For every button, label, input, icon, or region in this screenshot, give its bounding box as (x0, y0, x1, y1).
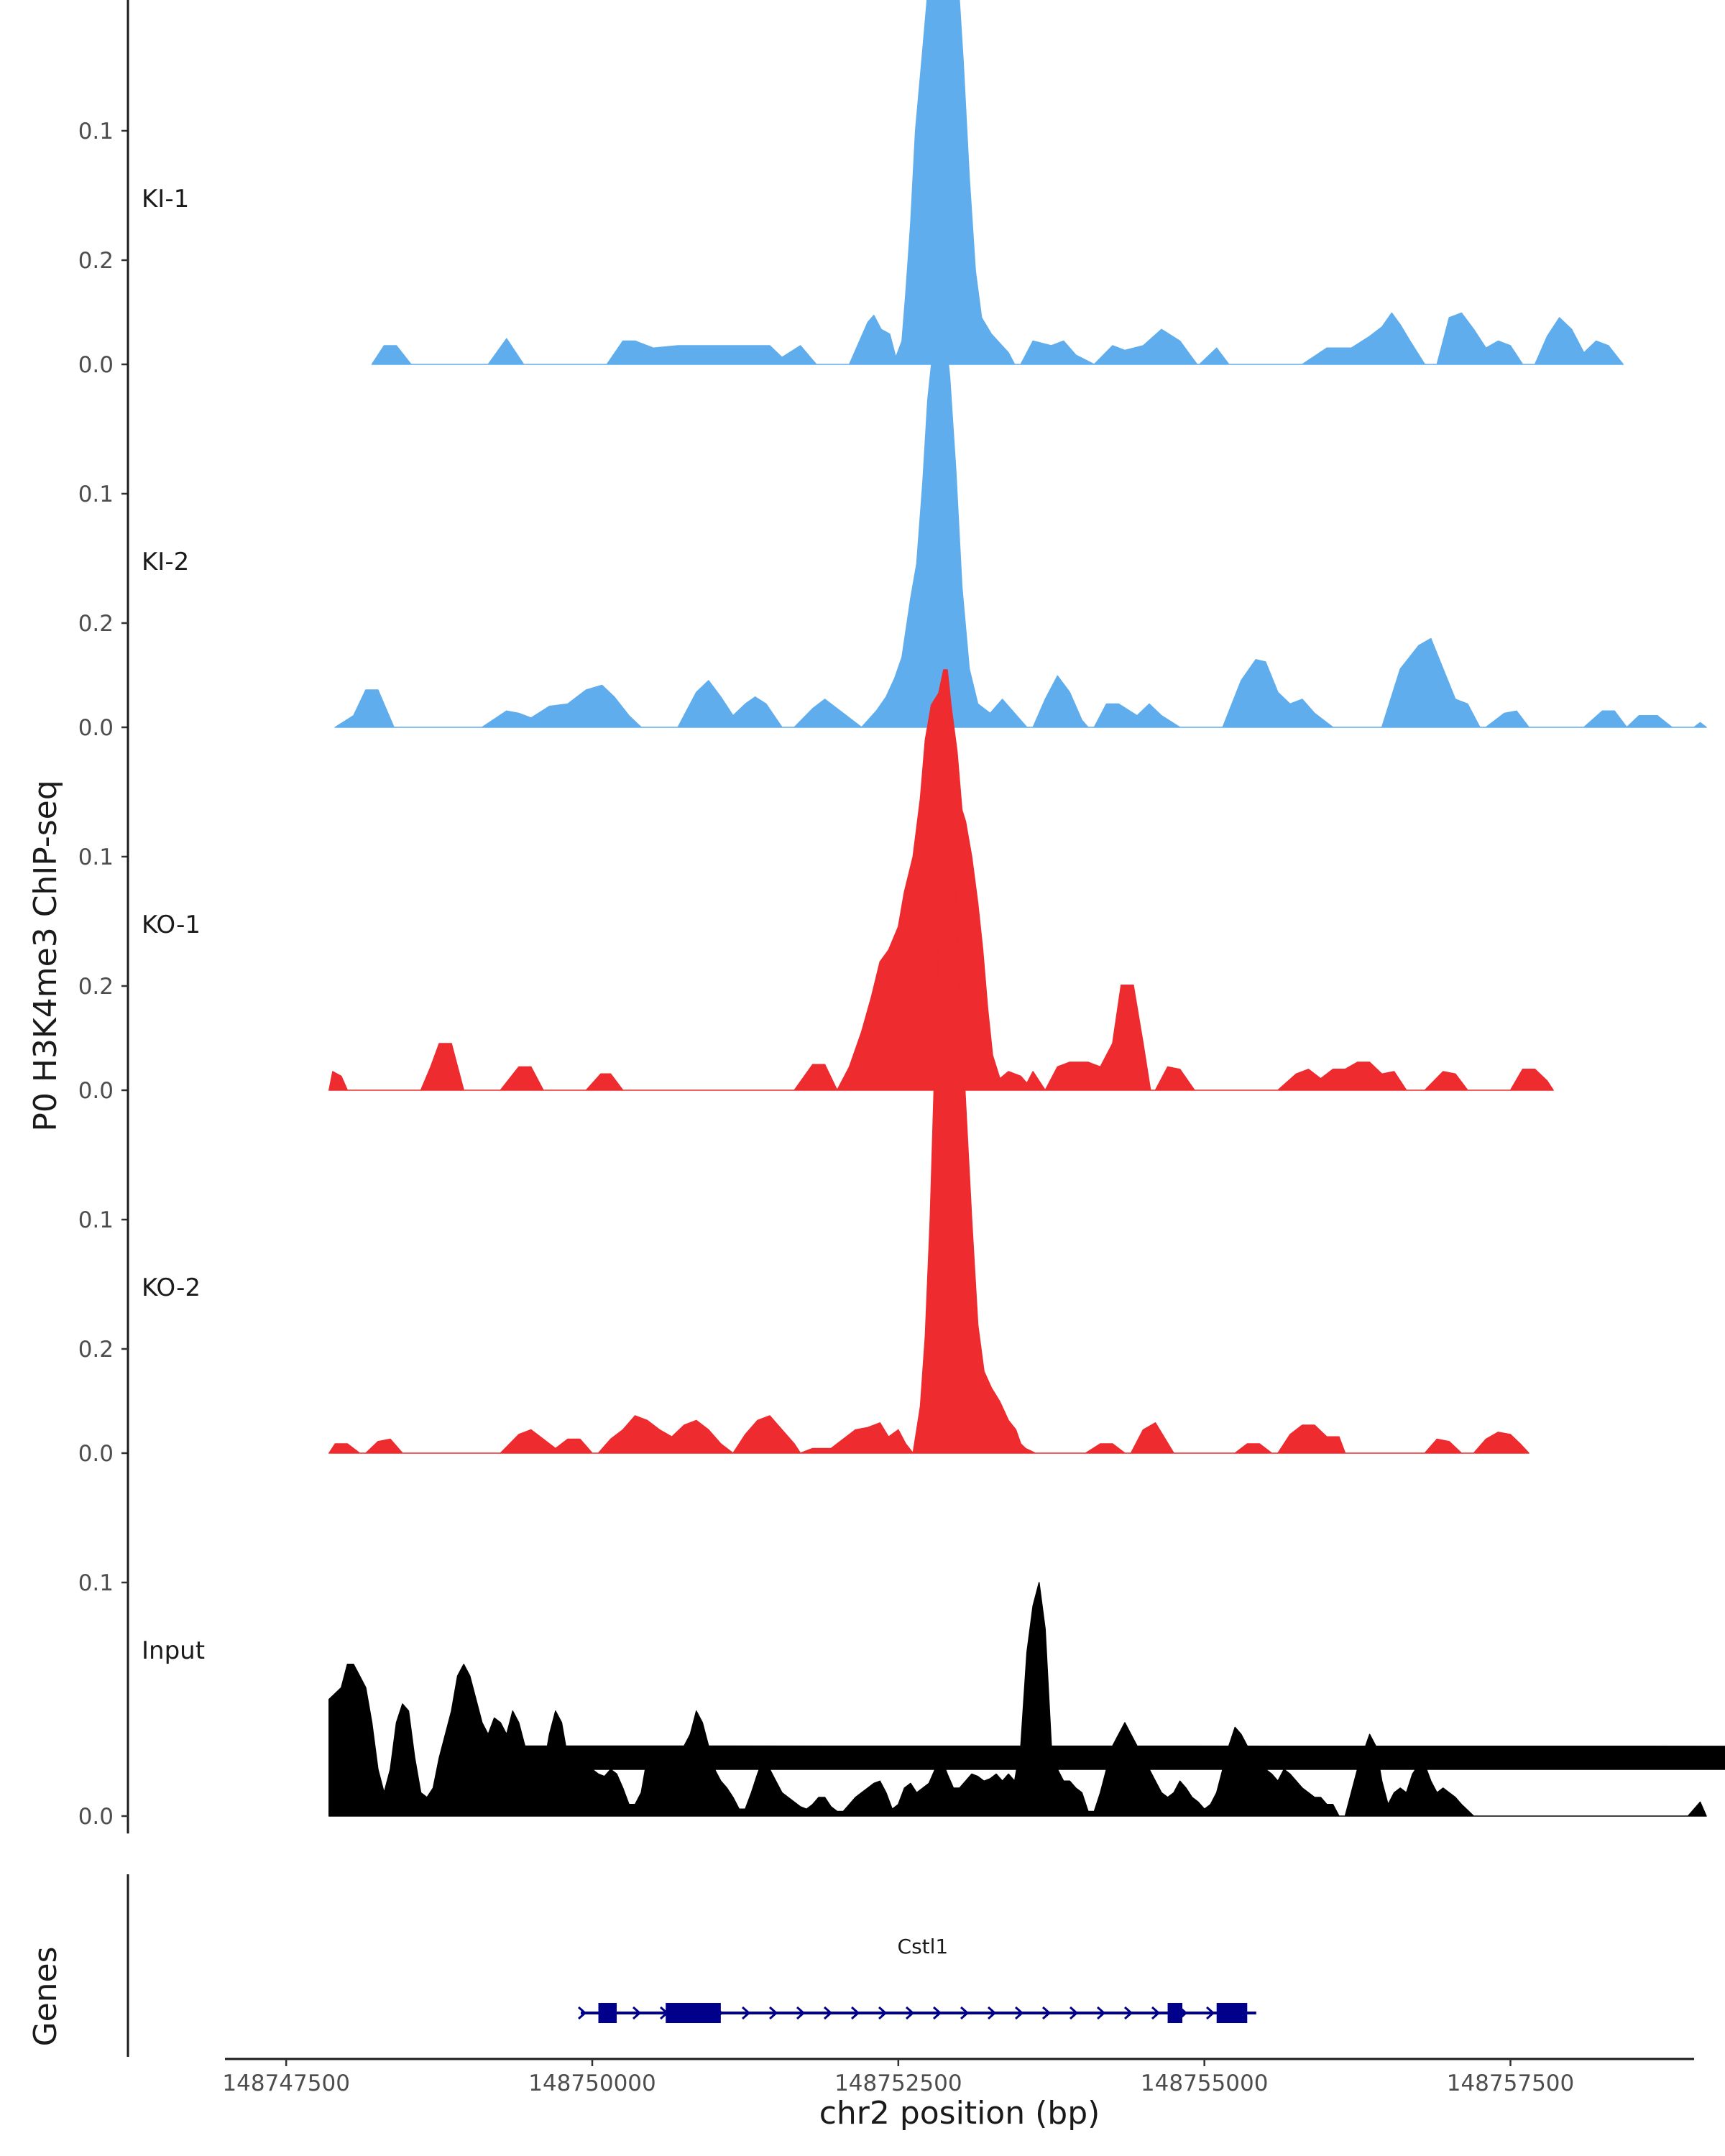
strand-arrow (878, 2006, 888, 2020)
strand-arrow (851, 2006, 860, 2020)
y-tick-label: 0.1 (78, 844, 114, 870)
strand-arrow (1151, 2006, 1161, 2020)
exon-block (1216, 2003, 1248, 2023)
y-tick-label: 0.1 (78, 1570, 114, 1596)
x-axis-title: chr2 position (bp) (819, 2095, 1100, 2132)
x-tick-label: 148752500 (834, 2070, 962, 2096)
strand-arrow (769, 2006, 778, 2020)
track-label: KO-2 (142, 1273, 201, 1302)
y-tick-label: 0.1 (78, 1207, 114, 1233)
strand-arrow (906, 2006, 915, 2020)
coverage-area-input (328, 1582, 1725, 1817)
y-axis-title: P0 H3K4me3 ChIP-seq (27, 780, 64, 1131)
x-tick-label: 148747500 (222, 2070, 350, 2096)
x-tick-label: 148750000 (528, 2070, 656, 2096)
coverage-area-ki-1 (371, 0, 1624, 365)
strand-arrow (824, 2006, 833, 2020)
exon-block (598, 2003, 617, 2023)
y-tick-label: 0.0 (78, 1441, 114, 1467)
strand-arrow (632, 2006, 642, 2020)
y-tick-label: 0.2 (78, 1337, 114, 1363)
y-tick-label: 0.2 (78, 611, 114, 637)
coverage-area-ko-2 (328, 834, 1530, 1454)
strand-arrow (742, 2006, 751, 2020)
y-tick-label: 0.0 (78, 1804, 114, 1830)
strand-arrow (933, 2006, 942, 2020)
track-label: Input (142, 1636, 205, 1665)
strand-arrow (578, 2006, 587, 2020)
y-tick-label: 0.1 (78, 119, 114, 144)
strand-arrow (1015, 2006, 1024, 2020)
genes-axis-title: Genes (27, 1946, 64, 2046)
track-label: KI-1 (142, 185, 189, 213)
y-tick-label: 0.2 (78, 974, 114, 1000)
y-tick-label: 0.2 (78, 248, 114, 274)
strand-arrow (796, 2006, 806, 2020)
coverage-tracks: 0.0 0.1 0.2 KI-1 0.0 0.1 0.2 KI-2 0.0 0.1 0.2 KO-1 0… (78, 0, 1725, 1834)
strand-arrow (960, 2006, 970, 2020)
strand-arrow (988, 2006, 997, 2020)
y-tick-label: 0.1 (78, 482, 114, 507)
exon-block (1167, 2003, 1183, 2023)
x-axis: 148747500 148750000 148752500 148755000 1487… (222, 2058, 1694, 2096)
coverage-area-ko-1 (328, 669, 1554, 1091)
gene-model-cstl1: Cstl1 (578, 1935, 1256, 2023)
x-tick-label: 148755000 (1141, 2070, 1269, 2096)
x-tick-label: 148757500 (1447, 2070, 1575, 2096)
track-input: 0.0 0.1 0.2 Input (78, 1185, 1725, 1834)
track-label: KI-2 (142, 548, 189, 576)
coverage-area-ki-2 (334, 318, 1707, 728)
strand-arrow (1042, 2006, 1052, 2020)
strand-arrow (1206, 2006, 1215, 2020)
strand-arrow (1070, 2006, 1079, 2020)
gene-panel: Cstl1 (126, 1874, 1256, 2057)
exon-block (666, 2003, 721, 2023)
y-tick-label: 0.0 (78, 1078, 114, 1104)
strand-arrow (1124, 2006, 1133, 2020)
track-label: KO-1 (142, 911, 201, 939)
y-tick-label: 0.0 (78, 352, 114, 378)
strand-arrow (1097, 2006, 1106, 2020)
y-tick-label: 0.0 (78, 715, 114, 741)
gene-label: Cstl1 (898, 1935, 949, 1958)
